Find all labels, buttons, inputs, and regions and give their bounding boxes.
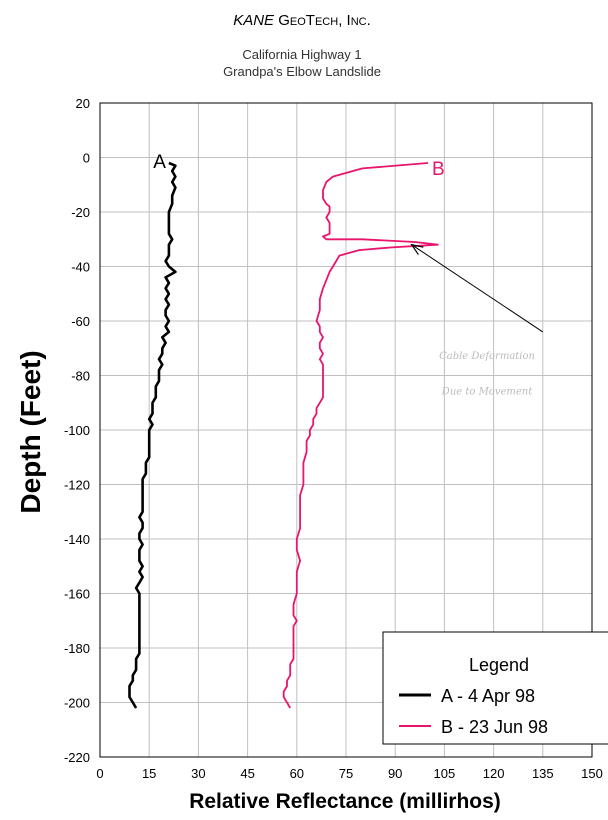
annotation-arrowhead [410,243,424,255]
y-axis-label: Depth (Feet) [15,350,46,513]
y-tick-label: -60 [71,314,90,329]
annotation-arrow [411,244,544,333]
x-axis-label: Relative Reflectance (millirhos) [189,790,501,813]
x-tick-label: 135 [532,766,554,781]
series-line-a [128,161,177,709]
series-label-a: A [153,152,166,173]
legend: Legend A - 4 Apr 98 B - 23 Jun 98 [382,631,608,745]
y-tick-label: -100 [64,423,90,438]
annotation-text-1: Cable Deformation [439,351,535,362]
tick-labels: 0 15 30 45 60 75 90 105 120 135 150 20 0 -20 -40 -60 -80… [64,96,603,781]
y-tick-label: -200 [64,696,90,711]
x-tick-label: 120 [483,766,505,781]
x-tick-label: 105 [434,766,456,781]
x-tick-label: 60 [290,766,304,781]
y-tick-label: -220 [64,750,90,765]
series-label-b: B [432,159,445,180]
y-tick-label: -20 [71,205,90,220]
y-tick-label: 20 [76,96,90,111]
subtitle-line-2: Grandpa's Elbow Landslide [223,64,381,79]
x-tick-label: 30 [191,766,205,781]
y-tick-label: -180 [64,641,90,656]
y-tick-label: -160 [64,587,90,602]
x-tick-label: 150 [581,766,603,781]
x-tick-label: 45 [240,766,254,781]
subtitle-line-1: California Highway 1 [242,47,361,62]
y-tick-label: -80 [71,369,90,384]
series-line-b [282,162,439,709]
x-tick-label: 0 [96,766,103,781]
company-name: KANE GeoTech, Inc. [233,12,371,29]
legend-title: Legend [469,655,529,675]
plot-frame [99,102,593,758]
company-name-rest: GeoTech, Inc. [274,12,371,29]
annotation-text-2: Due to Movement [441,387,533,398]
legend-entry-a: A - 4 Apr 98 [441,686,535,706]
x-tick-label: 90 [388,766,402,781]
legend-entry-b: B - 23 Jun 98 [441,717,548,737]
y-tick-label: -120 [64,478,90,493]
y-tick-label: 0 [83,151,90,166]
x-tick-label: 75 [339,766,353,781]
annotation: Cable Deformation Due to Movement [410,243,544,398]
y-tick-label: -40 [71,260,90,275]
y-tick-label: -140 [64,532,90,547]
company-name-kane: KANE [233,12,275,29]
x-tick-label: 15 [142,766,156,781]
